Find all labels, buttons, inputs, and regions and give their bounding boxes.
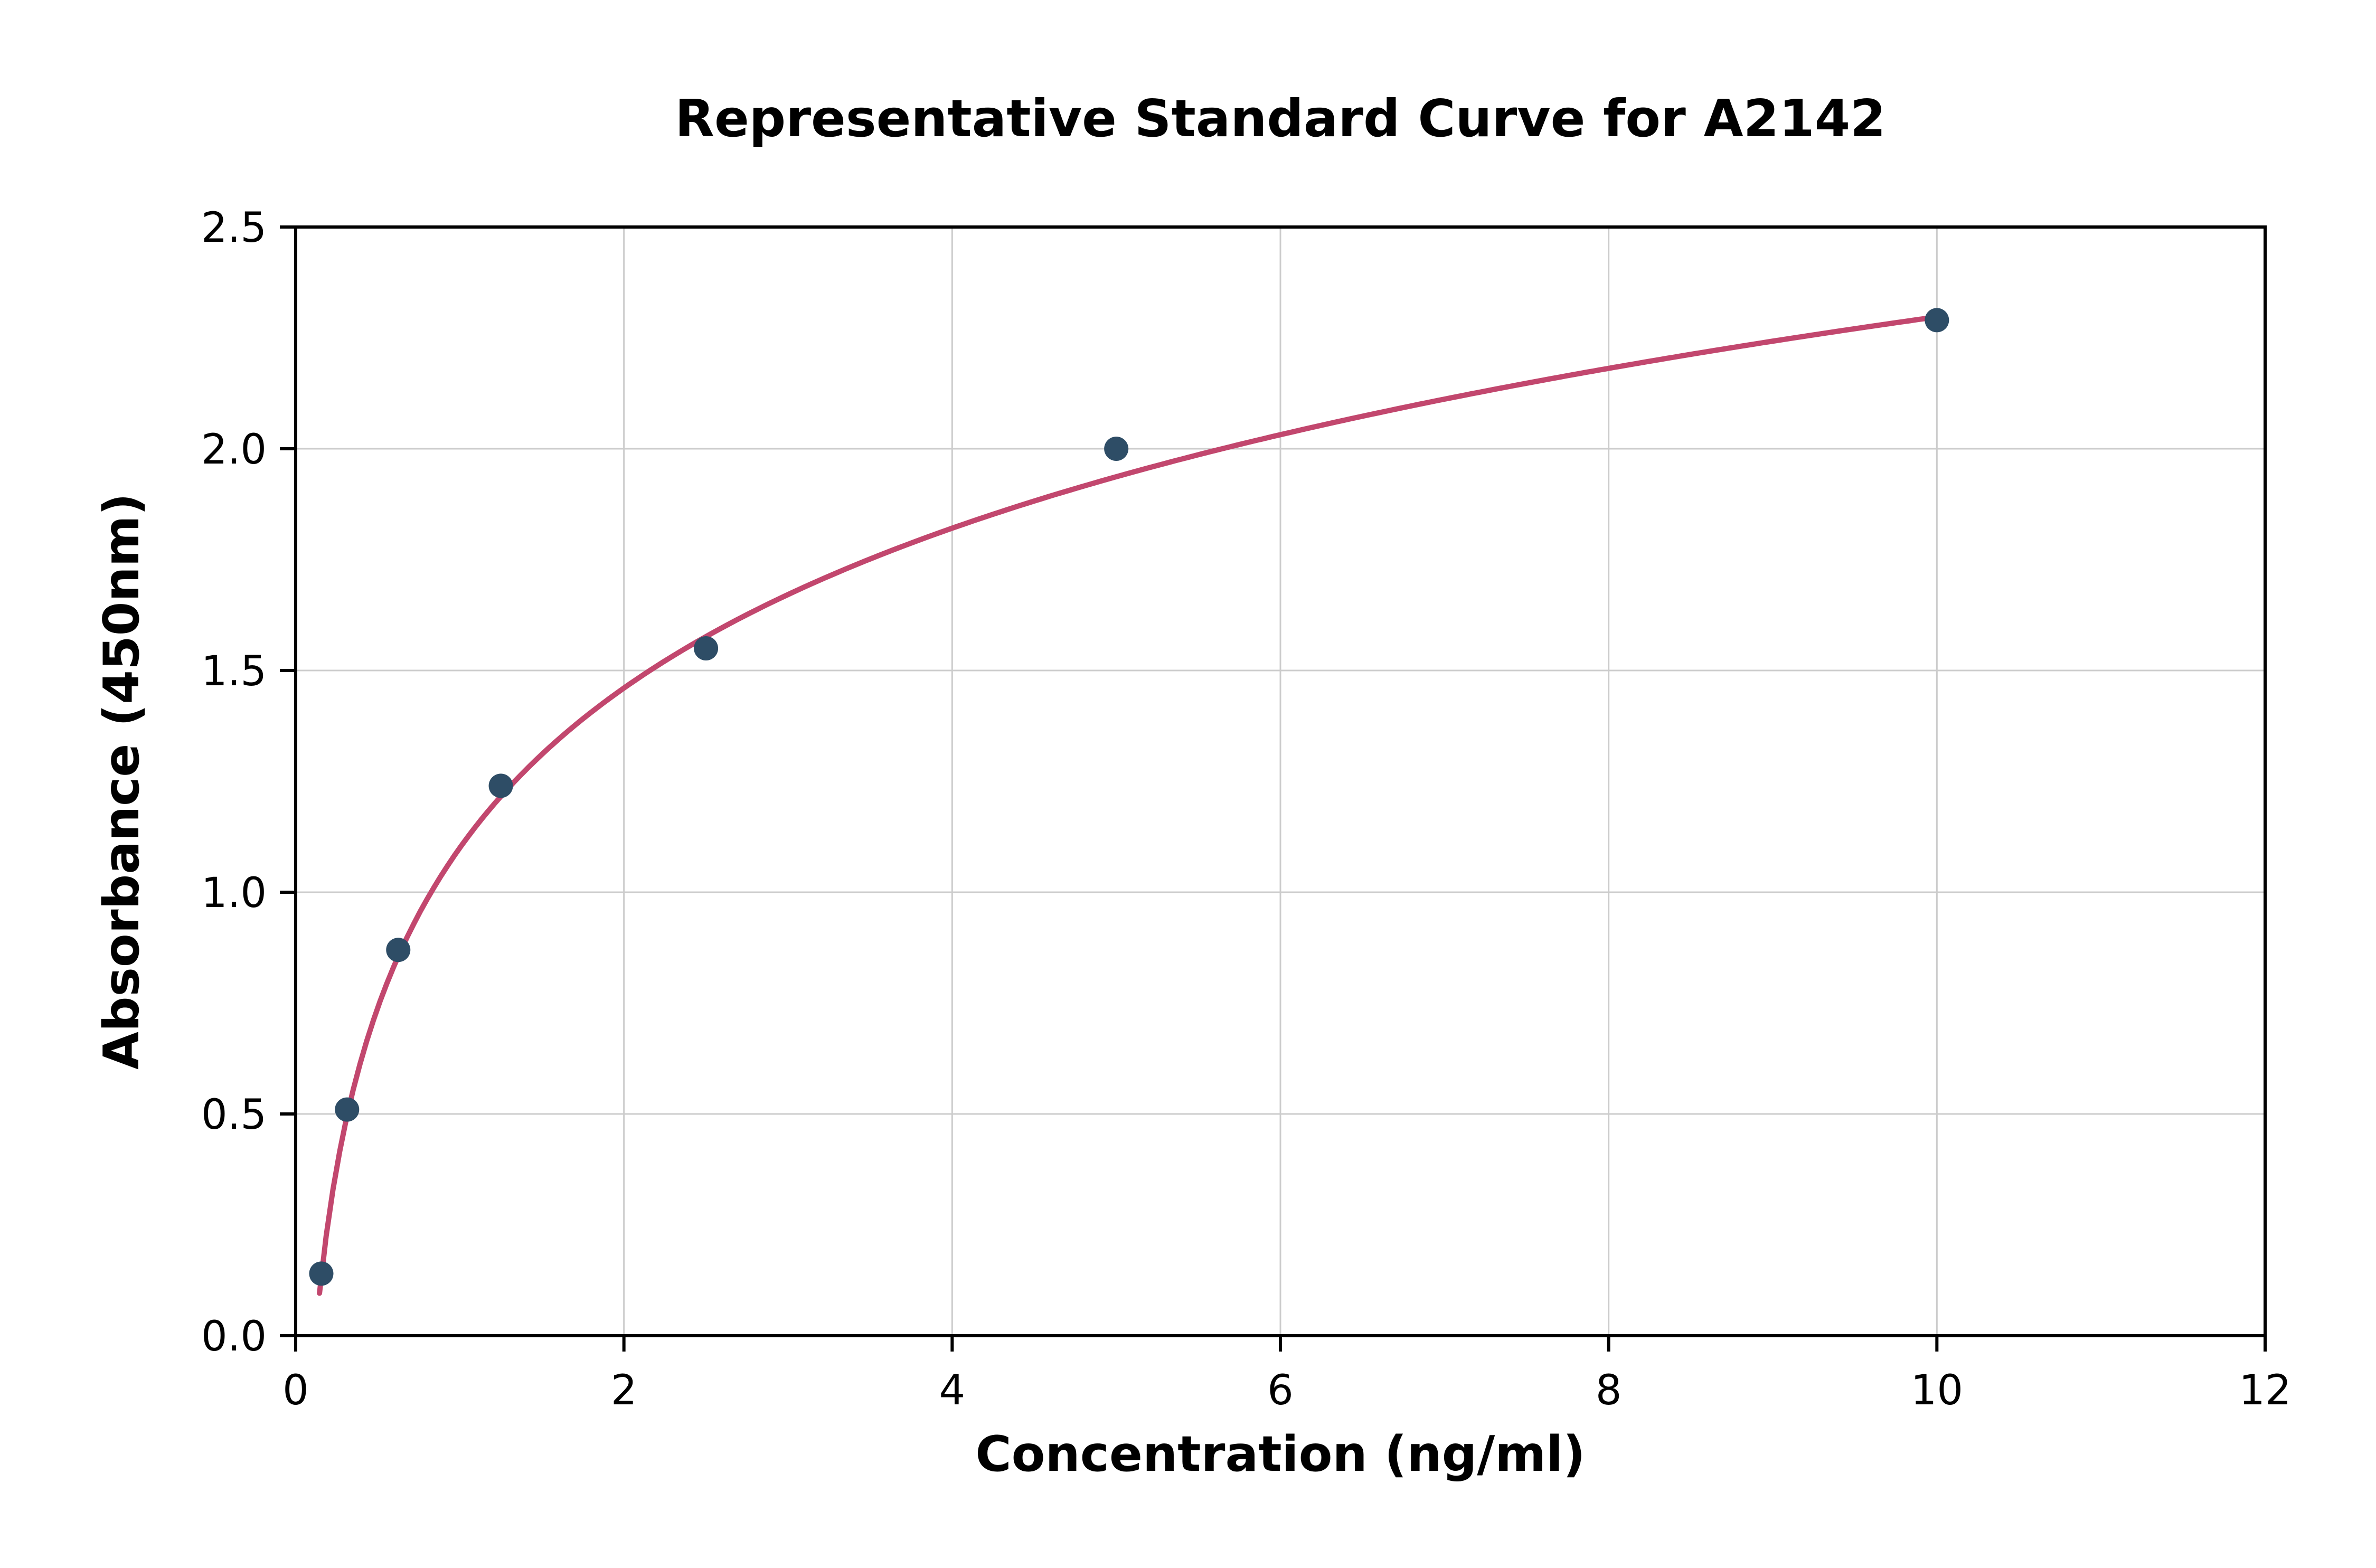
x-tick-label: 8	[1596, 1367, 1622, 1414]
y-tick-label: 0.0	[201, 1313, 267, 1361]
fit-curve	[317, 314, 1940, 1296]
y-axis-label: Absorbance (450nm)	[93, 493, 150, 1070]
y-tick-label: 1.0	[201, 870, 267, 917]
data-point	[309, 1261, 334, 1286]
x-tick-label: 10	[1911, 1367, 1963, 1414]
x-tick-label: 12	[2239, 1367, 2291, 1414]
data-point	[335, 1097, 360, 1122]
data-point	[386, 938, 411, 962]
data-point	[1104, 437, 1129, 461]
y-tick-label: 0.5	[201, 1091, 267, 1139]
x-tick-label: 6	[1267, 1367, 1294, 1414]
y-tick-label: 2.5	[201, 204, 267, 252]
x-tick-label: 2	[611, 1367, 637, 1414]
data-points	[309, 308, 1949, 1286]
gridlines	[295, 226, 2266, 1337]
y-tick-label: 2.0	[201, 426, 267, 474]
data-point	[694, 636, 719, 660]
plot-border	[294, 225, 2267, 1337]
data-point	[488, 773, 513, 798]
data-point	[1925, 308, 1949, 333]
x-tick-label: 4	[939, 1367, 966, 1414]
tick-marks	[280, 225, 2267, 1352]
chart-title: Representative Standard Curve for A2142	[675, 89, 1886, 148]
y-tick-label: 1.5	[201, 648, 267, 695]
x-axis-label: Concentration (ng/ml)	[975, 1425, 1586, 1482]
x-tick-label: 0	[282, 1367, 309, 1414]
